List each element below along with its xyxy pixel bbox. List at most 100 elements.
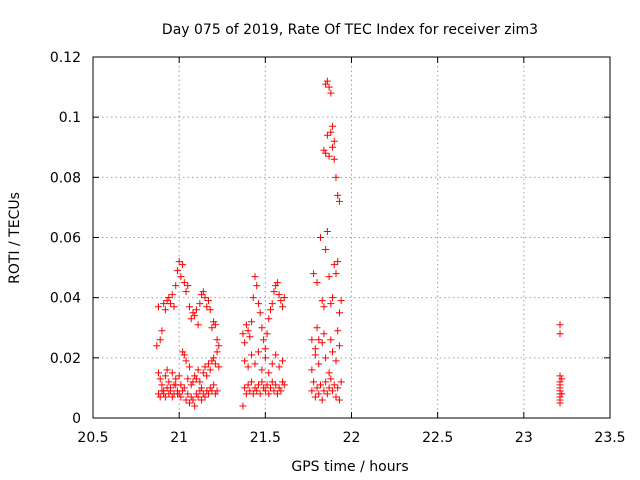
x-tick-labels: 20.5 21 21.5 22 22.5 23 23.5 [77, 430, 625, 446]
data-point [332, 393, 340, 401]
y-tick-label: 0.04 [50, 291, 81, 307]
data-point [320, 146, 328, 154]
data-point [172, 375, 180, 383]
data-point [175, 258, 183, 266]
data-point [334, 327, 342, 335]
data-point [318, 339, 326, 347]
data-point [211, 360, 219, 368]
data-point [194, 366, 202, 374]
data-point [311, 345, 319, 353]
y-tick-label: 0.1 [59, 110, 81, 126]
data-point [199, 369, 207, 377]
data-point [194, 321, 202, 329]
data-point [242, 321, 250, 329]
data-point [316, 234, 324, 241]
data-point [556, 321, 564, 329]
data-point [168, 369, 176, 377]
data-point [213, 387, 221, 395]
data-point [198, 291, 206, 299]
data-point [318, 396, 326, 404]
data-point [279, 378, 287, 386]
data-point [179, 261, 187, 269]
data-point [335, 396, 343, 404]
data-point [204, 360, 212, 368]
data-point [277, 297, 285, 305]
x-tick-label: 21 [170, 430, 188, 446]
data-point [322, 80, 330, 88]
data-point [325, 273, 333, 281]
data-point [335, 309, 343, 317]
data-point [170, 303, 178, 311]
data-point [158, 381, 166, 389]
data-point [198, 396, 206, 404]
data-point [268, 360, 276, 368]
x-tick-label: 22 [343, 430, 361, 446]
data-point [204, 390, 212, 398]
data-point [337, 378, 345, 386]
data-point [165, 378, 173, 386]
data-point [244, 381, 252, 389]
data-point [213, 336, 221, 344]
data-point [558, 390, 566, 398]
grid-lines [93, 57, 610, 418]
data-point [163, 366, 171, 374]
data-point [196, 378, 204, 386]
data-point [330, 137, 338, 145]
data-point [253, 282, 261, 290]
data-point [254, 300, 262, 308]
data-point [325, 83, 333, 91]
data-point [206, 306, 214, 314]
data-point [334, 384, 342, 392]
chart-title: Day 075 of 2019, Rate Of TEC Index for r… [162, 22, 538, 38]
data-point [320, 330, 328, 338]
data-point [172, 282, 180, 290]
data-point [249, 390, 257, 398]
data-point [315, 336, 323, 344]
data-point [156, 375, 164, 383]
data-point [311, 393, 319, 401]
data-point [251, 384, 259, 392]
y-tick-label: 0 [72, 411, 81, 427]
data-point [239, 402, 247, 410]
data-point [191, 312, 199, 320]
data-point [201, 294, 209, 302]
data-point [325, 152, 333, 160]
data-point [260, 384, 268, 392]
y-tick-label: 0.08 [50, 170, 81, 186]
data-point [215, 342, 223, 350]
data-point [313, 384, 321, 392]
data-point [265, 390, 273, 398]
data-point [194, 393, 202, 401]
data-point [273, 279, 281, 287]
data-point [268, 300, 276, 308]
data-point [161, 393, 169, 401]
data-point [556, 399, 564, 407]
data-point [208, 357, 216, 365]
data-point [267, 306, 275, 314]
data-point [158, 387, 166, 395]
data-point [179, 348, 187, 356]
data-point [215, 363, 223, 371]
x-tick-label: 23.5 [594, 430, 625, 446]
data-point [186, 363, 194, 371]
data-point [167, 387, 175, 395]
axis-ticks [92, 56, 611, 419]
data-point [246, 333, 254, 341]
data-point [318, 297, 326, 305]
data-point [272, 351, 280, 359]
data-point [279, 303, 287, 311]
data-point [325, 384, 333, 392]
data-point [189, 309, 197, 317]
data-point [199, 288, 207, 296]
data-point [248, 378, 256, 386]
data-point [325, 369, 333, 377]
data-point [189, 396, 197, 404]
data-point [180, 351, 188, 359]
data-point [187, 381, 195, 389]
data-point [253, 387, 261, 395]
data-point [556, 330, 564, 338]
data-point [186, 399, 194, 407]
data-point [210, 318, 218, 326]
data-point [241, 339, 249, 347]
